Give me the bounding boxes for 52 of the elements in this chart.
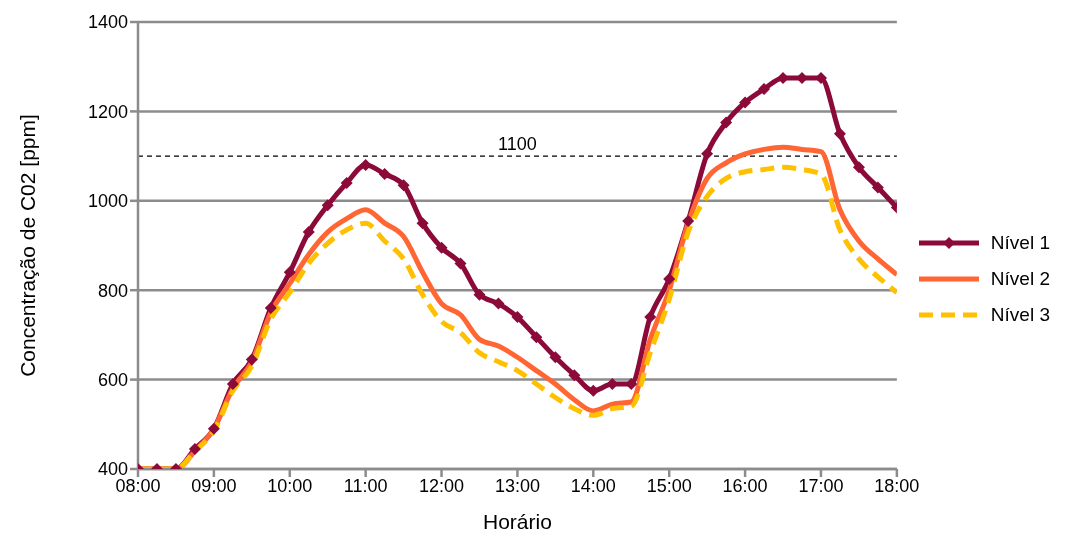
y-tick-label: 800 [97, 280, 128, 301]
y-tick-label: 1400 [87, 12, 128, 33]
x-tick-label: 17:00 [798, 475, 844, 496]
point [416, 217, 429, 230]
point [397, 179, 410, 192]
x-tick-label: 16:00 [722, 475, 768, 496]
point [701, 147, 714, 160]
point [207, 422, 220, 435]
legend-label: Nível 2 [990, 267, 1050, 290]
point [739, 96, 752, 109]
ref-line-label: 1100 [498, 134, 537, 155]
point [549, 351, 562, 364]
x-tick-label: 15:00 [646, 475, 692, 496]
point [530, 331, 543, 344]
point [663, 273, 676, 286]
point [321, 199, 334, 212]
point [511, 311, 524, 324]
y-tick-label: 1000 [87, 191, 128, 212]
point [302, 226, 315, 239]
point [720, 116, 733, 129]
point [188, 442, 201, 455]
x-tick-label: 11:00 [343, 475, 388, 496]
point [473, 288, 486, 301]
x-tick-label: 09:00 [191, 475, 237, 496]
point [871, 181, 884, 194]
point [245, 353, 258, 366]
point [758, 83, 771, 96]
point [226, 378, 239, 391]
point [340, 176, 353, 189]
point [454, 257, 467, 270]
x-axis-title: Horário [483, 510, 552, 533]
y-tick-label: 1200 [87, 101, 128, 122]
point [644, 311, 657, 324]
x-tick-label: 10:00 [267, 475, 313, 496]
point [264, 302, 277, 315]
x-tick-label: 14:00 [570, 475, 616, 496]
point [435, 241, 448, 254]
legend-label: Nível 1 [990, 231, 1050, 254]
x-tick-label: 13:00 [494, 475, 540, 496]
point [568, 369, 581, 382]
point [492, 297, 505, 310]
legend-label: Nível 3 [990, 303, 1050, 326]
y-axis-title: Concentração de C02 [ppm] [16, 114, 40, 377]
point [378, 167, 391, 180]
x-tick-label: 18:00 [874, 475, 920, 496]
point [682, 214, 695, 227]
y-tick-label: 600 [97, 369, 128, 390]
point [852, 161, 865, 174]
point [359, 159, 372, 172]
point [283, 266, 296, 279]
x-tick-label: 12:00 [419, 475, 465, 496]
point [833, 127, 846, 140]
